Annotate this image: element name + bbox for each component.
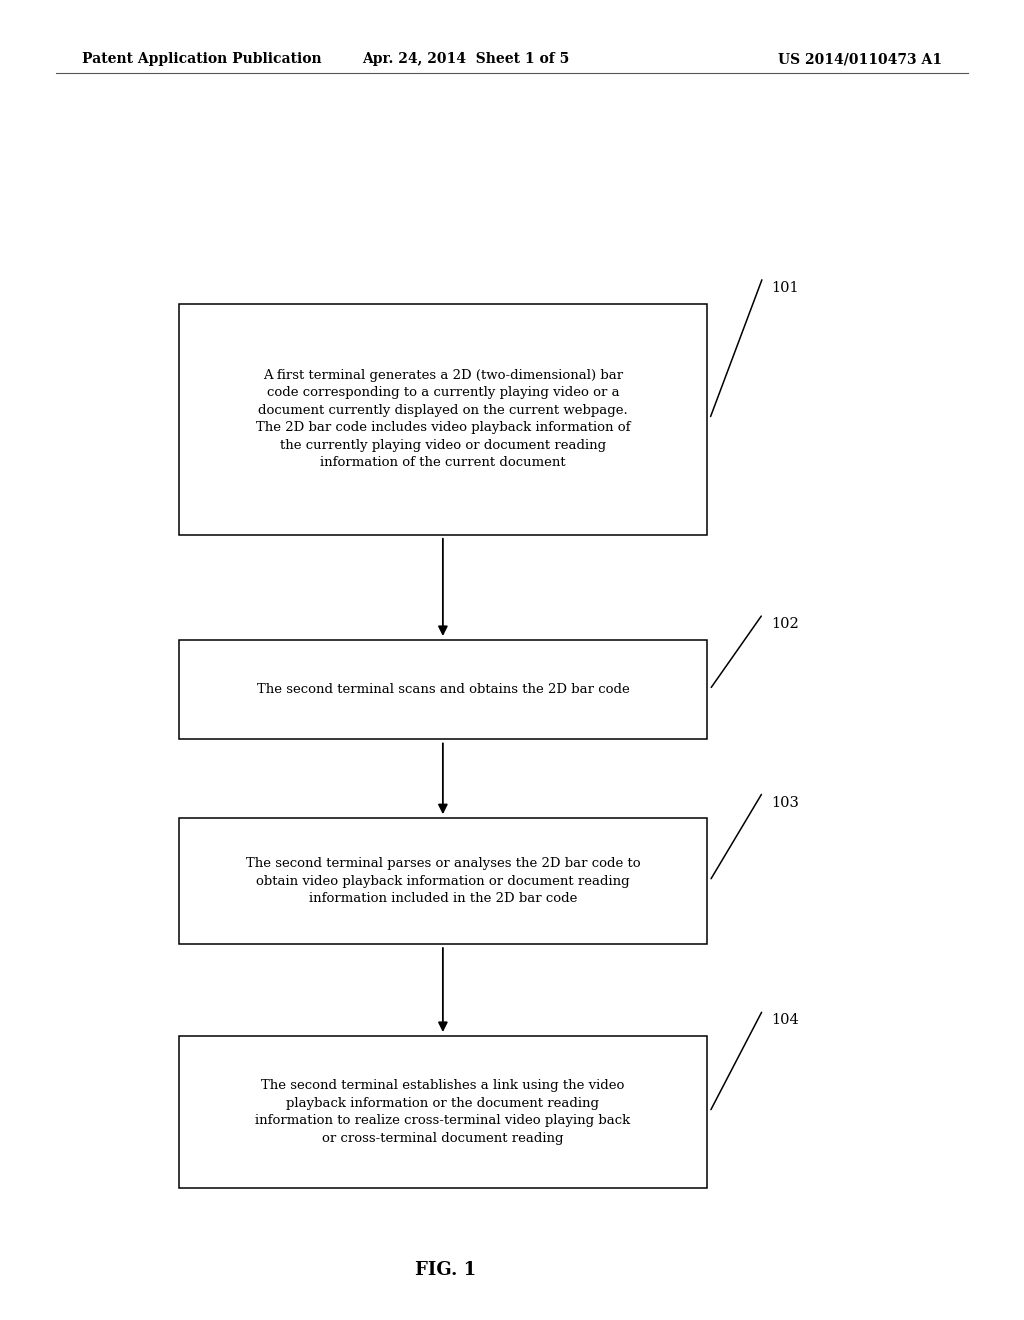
Text: FIG. 1: FIG. 1 <box>415 1261 476 1279</box>
Bar <box>179 304 707 535</box>
Text: Apr. 24, 2014  Sheet 1 of 5: Apr. 24, 2014 Sheet 1 of 5 <box>362 53 569 66</box>
Text: The second terminal establishes a link using the video
playback information or t: The second terminal establishes a link u… <box>255 1080 631 1144</box>
Text: The second terminal parses or analyses the 2D bar code to
obtain video playback : The second terminal parses or analyses t… <box>246 857 640 906</box>
Bar <box>179 818 707 944</box>
Bar <box>179 640 707 739</box>
Text: The second terminal scans and obtains the 2D bar code: The second terminal scans and obtains th… <box>256 684 630 696</box>
Text: A first terminal generates a 2D (two-dimensional) bar
code corresponding to a cu: A first terminal generates a 2D (two-dim… <box>256 368 630 470</box>
Text: Patent Application Publication: Patent Application Publication <box>82 53 322 66</box>
Bar <box>179 1036 707 1188</box>
Text: 103: 103 <box>771 796 799 809</box>
Text: 104: 104 <box>771 1014 799 1027</box>
Text: 102: 102 <box>771 618 799 631</box>
Text: 101: 101 <box>771 281 799 294</box>
Text: US 2014/0110473 A1: US 2014/0110473 A1 <box>778 53 942 66</box>
